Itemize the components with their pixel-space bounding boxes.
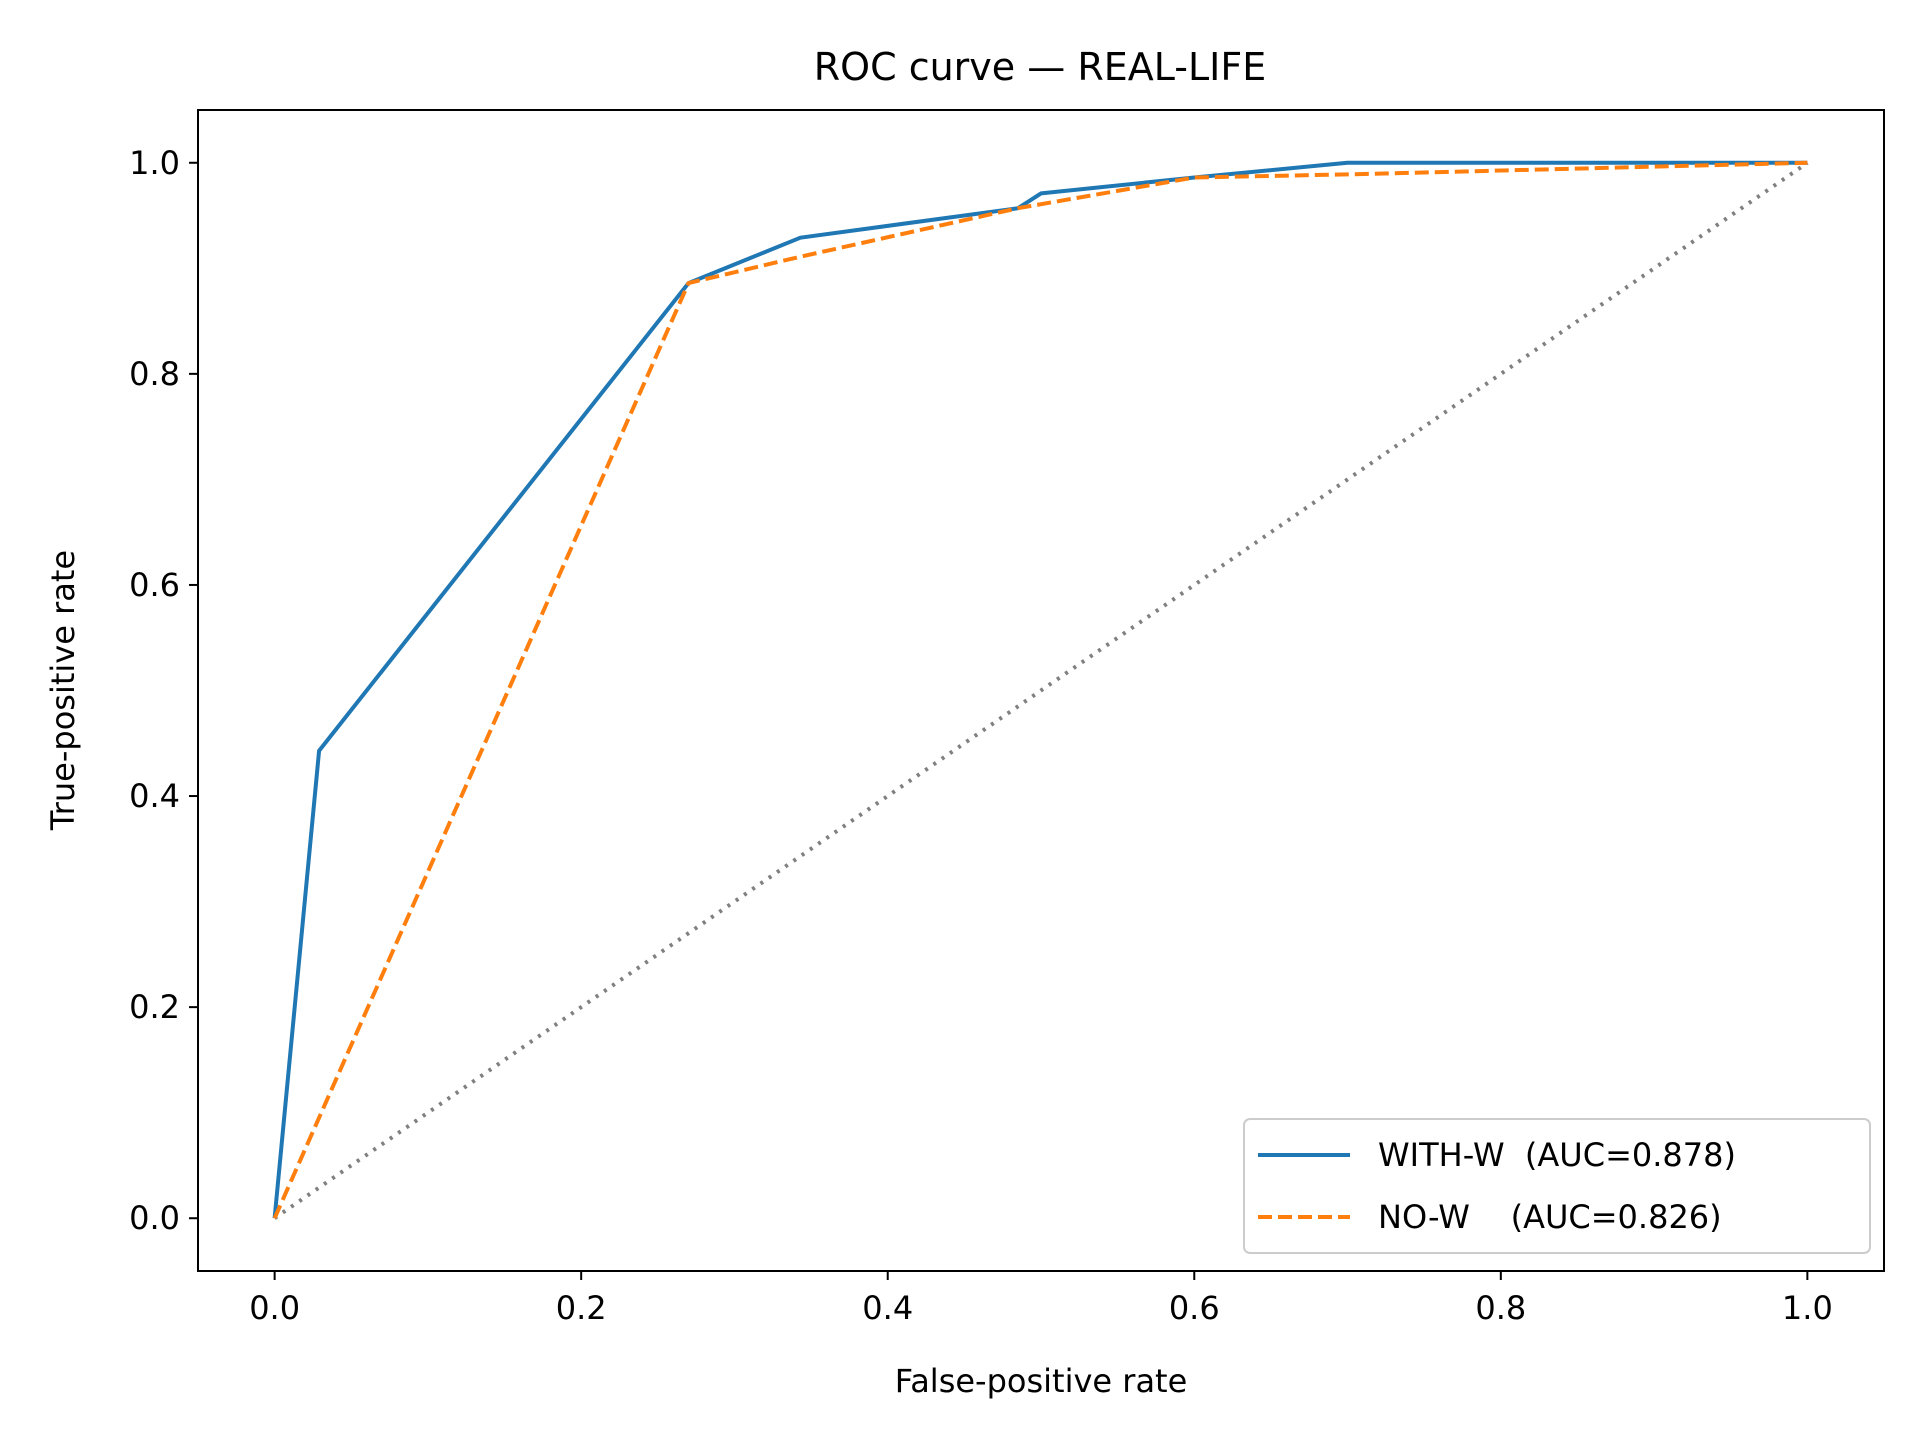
legend: WITH-W (AUC=0.878) NO-W (AUC=0.826) (1243, 1118, 1871, 1254)
chance-diagonal-line (273, 161, 1809, 1220)
y-axis-label: True-positive rate (44, 550, 82, 831)
x-tick-label: 0.0 (249, 1289, 300, 1327)
series-line-2 (272, 160, 1808, 1220)
x-tick-label: 0.8 (1475, 1289, 1526, 1327)
series-line-1 (272, 160, 1808, 1219)
y-tick-label: 0.0 (129, 1199, 180, 1237)
x-tick-label: 0.6 (1169, 1289, 1220, 1327)
legend-label-1: WITH-W (AUC=0.878) (1378, 1136, 1736, 1174)
x-tick-label: 0.4 (862, 1289, 913, 1327)
y-tick-label: 0.8 (129, 355, 180, 393)
axes-frame (197, 109, 1885, 1272)
legend-label-2: NO-W (AUC=0.826) (1378, 1198, 1722, 1236)
chart-title: ROC curve — REAL-LIFE (814, 45, 1266, 89)
x-axis-label: False-positive rate (895, 1362, 1188, 1400)
legend-box (1243, 1118, 1871, 1254)
y-tick-label: 0.6 (129, 566, 180, 604)
plot-area (272, 160, 1809, 1220)
y-tick-label: 1.0 (129, 144, 180, 182)
y-tick-label: 0.2 (129, 988, 180, 1026)
x-tick-label: 0.2 (556, 1289, 607, 1327)
x-tick-label: 1.0 (1782, 1289, 1833, 1327)
y-tick-label: 0.4 (129, 777, 180, 815)
axis-ticks: 0.0 0.2 0.4 0.6 0.8 1.0 0.0 0.2 0.4 0.6 0.8 1.0 (129, 144, 1833, 1327)
